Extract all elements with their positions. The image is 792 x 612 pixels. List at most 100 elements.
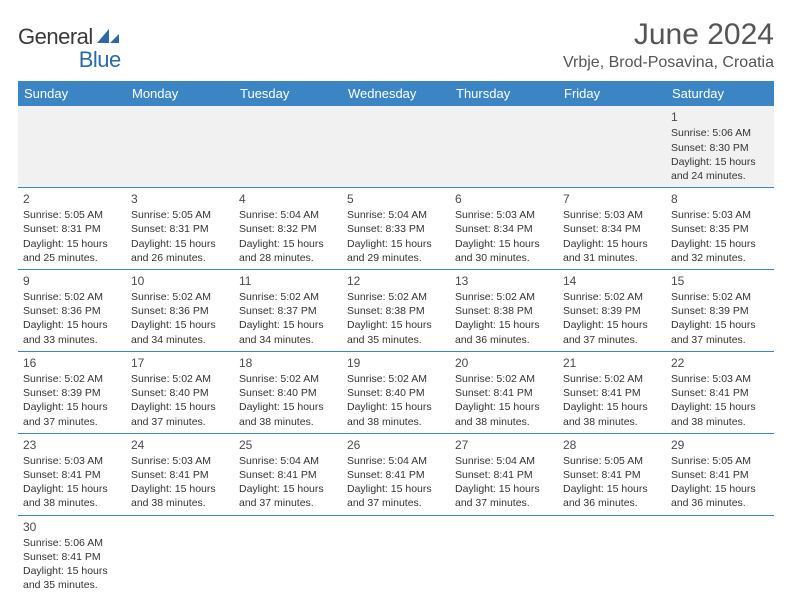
cell-line: Sunset: 8:41 PM <box>455 468 553 482</box>
cell-line: Daylight: 15 hours <box>239 482 337 496</box>
calendar-cell: 27Sunrise: 5:04 AMSunset: 8:41 PMDayligh… <box>450 433 558 515</box>
cell-line: and 38 minutes. <box>671 415 769 429</box>
cell-line: and 37 minutes. <box>563 333 661 347</box>
day-number: 7 <box>563 191 661 207</box>
day-number: 12 <box>347 273 445 289</box>
weekday-header: Wednesday <box>342 81 450 106</box>
calendar-cell: 9Sunrise: 5:02 AMSunset: 8:36 PMDaylight… <box>18 269 126 351</box>
calendar-week: 16Sunrise: 5:02 AMSunset: 8:39 PMDayligh… <box>18 351 774 433</box>
cell-line: and 34 minutes. <box>131 333 229 347</box>
cell-line: Daylight: 15 hours <box>563 482 661 496</box>
day-number: 17 <box>131 355 229 371</box>
calendar-cell: 4Sunrise: 5:04 AMSunset: 8:32 PMDaylight… <box>234 188 342 270</box>
calendar-cell: 12Sunrise: 5:02 AMSunset: 8:38 PMDayligh… <box>342 269 450 351</box>
cell-line: Daylight: 15 hours <box>671 318 769 332</box>
calendar-cell <box>126 106 234 187</box>
day-number: 18 <box>239 355 337 371</box>
day-number: 28 <box>563 437 661 453</box>
cell-line: Sunset: 8:38 PM <box>455 304 553 318</box>
cell-line: Daylight: 15 hours <box>23 400 121 414</box>
day-number: 3 <box>131 191 229 207</box>
cell-line: Sunset: 8:40 PM <box>131 386 229 400</box>
day-number: 15 <box>671 273 769 289</box>
calendar-cell <box>666 515 774 596</box>
cell-line: Sunrise: 5:05 AM <box>563 454 661 468</box>
cell-line: and 24 minutes. <box>671 169 769 183</box>
cell-line: Sunset: 8:41 PM <box>347 468 445 482</box>
calendar-cell <box>450 515 558 596</box>
day-number: 29 <box>671 437 769 453</box>
title-block: June 2024 Vrbje, Brod-Posavina, Croatia <box>563 18 774 72</box>
cell-line: Daylight: 15 hours <box>455 237 553 251</box>
calendar-cell: 6Sunrise: 5:03 AMSunset: 8:34 PMDaylight… <box>450 188 558 270</box>
weekday-header: Monday <box>126 81 234 106</box>
cell-line: Sunset: 8:31 PM <box>131 222 229 236</box>
cell-line: and 38 minutes. <box>347 415 445 429</box>
day-number: 23 <box>23 437 121 453</box>
cell-line: and 36 minutes. <box>455 333 553 347</box>
calendar-table: SundayMondayTuesdayWednesdayThursdayFrid… <box>18 81 774 596</box>
cell-line: and 37 minutes. <box>131 415 229 429</box>
cell-line: Daylight: 15 hours <box>131 237 229 251</box>
calendar-cell: 25Sunrise: 5:04 AMSunset: 8:41 PMDayligh… <box>234 433 342 515</box>
day-number: 30 <box>23 519 121 535</box>
cell-line: Daylight: 15 hours <box>671 155 769 169</box>
calendar-cell: 17Sunrise: 5:02 AMSunset: 8:40 PMDayligh… <box>126 351 234 433</box>
cell-line: and 30 minutes. <box>455 251 553 265</box>
weekday-header: Tuesday <box>234 81 342 106</box>
day-number: 19 <box>347 355 445 371</box>
calendar-cell: 20Sunrise: 5:02 AMSunset: 8:41 PMDayligh… <box>450 351 558 433</box>
page-title: June 2024 <box>563 18 774 52</box>
cell-line: Sunrise: 5:03 AM <box>671 372 769 386</box>
calendar-cell: 30Sunrise: 5:06 AMSunset: 8:41 PMDayligh… <box>18 515 126 596</box>
cell-line: Sunrise: 5:02 AM <box>23 290 121 304</box>
cell-line: Sunset: 8:40 PM <box>239 386 337 400</box>
cell-line: and 37 minutes. <box>239 496 337 510</box>
calendar-week: 1Sunrise: 5:06 AMSunset: 8:30 PMDaylight… <box>18 106 774 187</box>
cell-line: Daylight: 15 hours <box>455 318 553 332</box>
logo-part2: Blue <box>18 47 121 73</box>
cell-line: Daylight: 15 hours <box>671 400 769 414</box>
cell-line: and 38 minutes. <box>131 496 229 510</box>
cell-line: Sunrise: 5:04 AM <box>347 208 445 222</box>
calendar-cell: 11Sunrise: 5:02 AMSunset: 8:37 PMDayligh… <box>234 269 342 351</box>
day-number: 27 <box>455 437 553 453</box>
cell-line: Daylight: 15 hours <box>23 482 121 496</box>
cell-line: Sunset: 8:40 PM <box>347 386 445 400</box>
cell-line: Sunset: 8:37 PM <box>239 304 337 318</box>
cell-line: Daylight: 15 hours <box>239 400 337 414</box>
calendar-cell: 1Sunrise: 5:06 AMSunset: 8:30 PMDaylight… <box>666 106 774 187</box>
day-number: 26 <box>347 437 445 453</box>
cell-line: Sunrise: 5:02 AM <box>563 290 661 304</box>
cell-line: Daylight: 15 hours <box>131 400 229 414</box>
calendar-cell <box>558 106 666 187</box>
cell-line: and 32 minutes. <box>671 251 769 265</box>
cell-line: Sunrise: 5:02 AM <box>347 372 445 386</box>
cell-line: Sunset: 8:39 PM <box>563 304 661 318</box>
cell-line: Sunrise: 5:05 AM <box>23 208 121 222</box>
calendar-cell <box>342 106 450 187</box>
logo: GeneralBlue <box>18 24 121 73</box>
cell-line: Sunset: 8:32 PM <box>239 222 337 236</box>
calendar-cell: 19Sunrise: 5:02 AMSunset: 8:40 PMDayligh… <box>342 351 450 433</box>
cell-line: Sunrise: 5:06 AM <box>671 126 769 140</box>
cell-line: and 37 minutes. <box>671 333 769 347</box>
cell-line: Sunset: 8:36 PM <box>23 304 121 318</box>
cell-line: and 38 minutes. <box>563 415 661 429</box>
calendar-week: 9Sunrise: 5:02 AMSunset: 8:36 PMDaylight… <box>18 269 774 351</box>
cell-line: Sunset: 8:41 PM <box>671 468 769 482</box>
cell-line: and 35 minutes. <box>347 333 445 347</box>
calendar-cell <box>558 515 666 596</box>
cell-line: Daylight: 15 hours <box>23 564 121 578</box>
weekday-header: Thursday <box>450 81 558 106</box>
cell-line: Sunrise: 5:04 AM <box>239 208 337 222</box>
location-text: Vrbje, Brod-Posavina, Croatia <box>563 54 774 72</box>
cell-line: Sunrise: 5:03 AM <box>563 208 661 222</box>
cell-line: Sunset: 8:41 PM <box>671 386 769 400</box>
calendar-week: 23Sunrise: 5:03 AMSunset: 8:41 PMDayligh… <box>18 433 774 515</box>
cell-line: and 37 minutes. <box>455 496 553 510</box>
cell-line: Sunset: 8:34 PM <box>455 222 553 236</box>
cell-line: Daylight: 15 hours <box>239 237 337 251</box>
cell-line: and 37 minutes. <box>23 415 121 429</box>
day-number: 13 <box>455 273 553 289</box>
